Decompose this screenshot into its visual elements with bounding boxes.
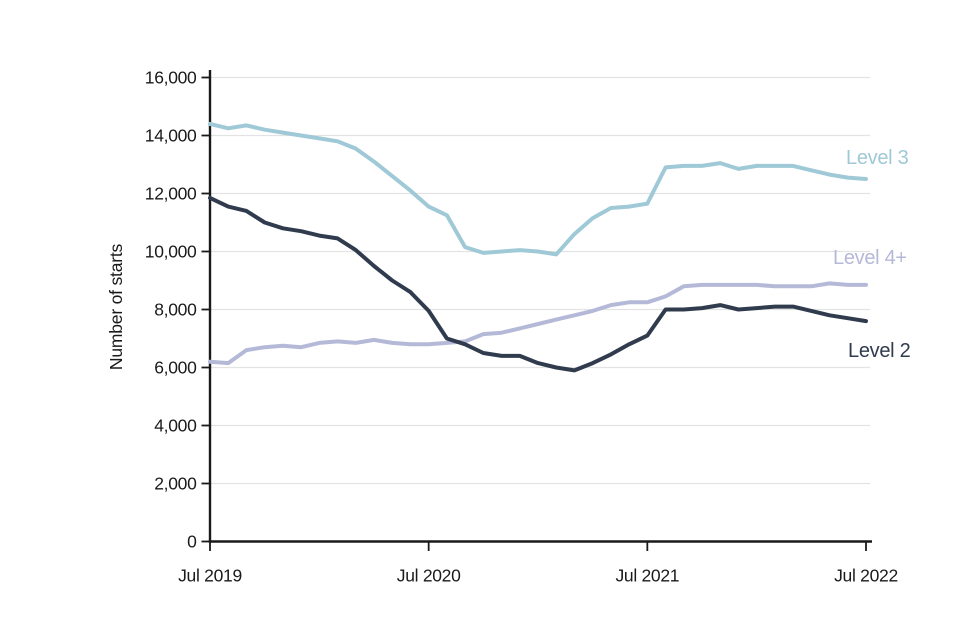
- y-tick-label: 12,000: [145, 184, 197, 204]
- series-line-level-4: [208, 281, 868, 366]
- x-tick-label: Jul 2019: [178, 566, 242, 586]
- series-line-level-2: [208, 195, 868, 373]
- x-axis-ticks: Jul 2019 Jul 2020 Jul 2021 Jul 2022: [178, 541, 898, 586]
- series-end-label-level-3: Level 3: [846, 147, 909, 169]
- x-tick-label: Jul 2021: [615, 566, 679, 586]
- y-axis-title: Number of starts: [106, 243, 126, 370]
- y-tick-label: 10,000: [145, 242, 197, 262]
- series-end-label-level-4: Level 4+: [833, 247, 907, 269]
- y-tick-label: 6,000: [154, 358, 197, 378]
- y-tick-label: 0: [187, 532, 197, 552]
- y-tick-label: 8,000: [154, 300, 197, 320]
- series-end-label-level-2: Level 2: [848, 340, 911, 362]
- y-axis-ticks: 0 2,000 4,000 6,000 8,000 10,000 12,000 14,000 1…: [145, 68, 210, 552]
- x-tick-label: Jul 2022: [834, 566, 898, 586]
- y-tick-label: 2,000: [154, 474, 197, 494]
- series-end-labels: Level 3 Level 4+ Level 2: [833, 147, 911, 362]
- y-tick-label: 16,000: [145, 68, 197, 88]
- x-tick-label: Jul 2020: [397, 566, 461, 586]
- axes: [208, 70, 872, 543]
- series-line-level-3: [208, 121, 868, 257]
- series-lines: [208, 121, 868, 373]
- y-tick-label: 14,000: [145, 126, 197, 146]
- y-tick-label: 4,000: [154, 416, 197, 436]
